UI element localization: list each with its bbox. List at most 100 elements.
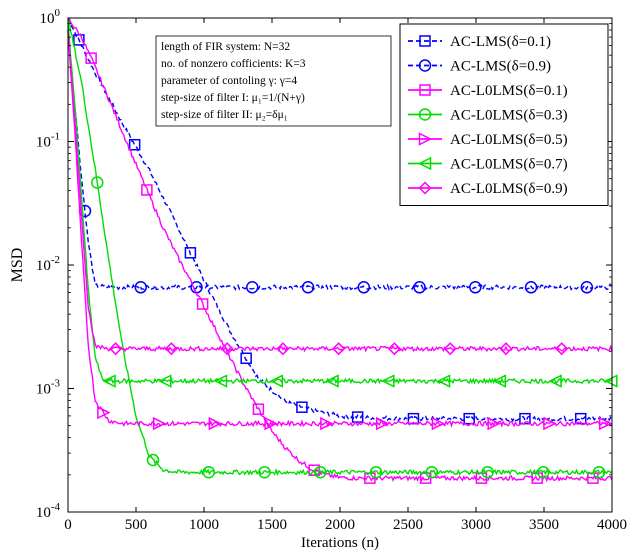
series-7-marker [332,342,346,356]
legend-marker-5 [418,132,433,146]
series-5-marker [208,416,223,431]
series-2-marker [580,281,594,294]
series-6-marker [269,374,284,388]
series-7-marker [387,342,401,356]
series-6 [67,21,618,388]
series-4 [67,19,613,479]
series-5-marker [320,416,334,431]
legend-label-5: AC-L0LMS(δ=0.5) [450,132,568,148]
y-tick-label: 100 [40,7,61,27]
legend-label-7: AC-L0LMS(δ=0.9) [450,181,568,197]
series-5-marker [431,416,446,431]
legend-marker-1 [419,35,431,47]
y-tick-label: 10-2 [36,254,60,274]
series-2-marker [413,281,426,294]
series-3-marker [141,184,153,196]
series-1 [67,17,613,425]
series-line-1 [67,17,613,423]
series-2-marker [134,281,148,294]
series-2-marker [301,281,315,294]
series-2-marker [246,281,259,294]
x-tick-label: 3000 [461,517,491,533]
legend: AC-LMS(δ=0.1) AC-LMS(δ=0.9) AC-L0LMS(δ=0.1… [399,23,609,206]
y-tick-label: 10-4 [36,501,61,521]
x-tick-label: 1500 [257,517,287,533]
series-2-marker [524,281,538,294]
series-2-marker [469,281,482,294]
series-1-marker [463,412,475,425]
x-axis-label: Iterations (n) [301,535,379,551]
series-line-2 [67,30,613,292]
series-1-marker [519,412,531,425]
y-tick-label: 10-1 [36,131,60,151]
series-6-marker [325,374,339,388]
series-4-marker [481,465,494,479]
series-6-marker [604,374,618,388]
legend-marker-7 [418,181,432,195]
series-7-marker [276,342,290,356]
legend-label-4: AC-L0LMS(δ=0.3) [450,108,568,124]
annotation-line: length of FIR system: N=32 [161,41,290,53]
series-4-marker [537,465,550,479]
legend-label-1: AC-LMS(δ=0.1) [450,34,551,50]
legend-label-2: AC-LMS(δ=0.9) [450,59,551,75]
series-4-marker [592,465,606,479]
series-1-marker [574,412,587,425]
x-tick-label: 2000 [325,517,355,533]
series-7-marker [164,342,178,356]
x-axis: 0 500 1000 1500 2000 2500 3000 3500 4000 [64,18,627,533]
legend-marker-6 [417,156,432,171]
series-6-marker [213,374,228,388]
series-4-marker [90,176,104,189]
series-6-marker [492,374,507,388]
annotation-line: parameter of contoling γ: γ=4 [161,75,297,87]
series-5-marker [152,416,167,431]
series-6-marker [102,374,116,388]
annotation-line: step-size of filter II: μ₂=δμ₁ [161,109,288,121]
series-line-7 [67,31,613,353]
legend-marker-2 [418,59,432,72]
series-5-marker [543,416,557,431]
series-7-marker [220,342,234,356]
series-4-marker [146,453,160,467]
series-5-marker [264,416,278,431]
y-tick-label: 10-3 [36,378,61,398]
series-7-marker [109,342,123,356]
series-line-3 [67,17,613,483]
series-5-marker [598,416,613,431]
series-5-marker [97,405,111,420]
series-7 [67,31,613,356]
annotation-line: step-size of filter I: μ₁=1/(N+γ) [161,92,305,104]
annotation-line: no. of nonzero cofficients: K=3 [161,58,306,70]
series-4-marker [369,465,383,479]
series-6-marker [436,374,451,388]
series-3-marker [252,403,265,415]
annotation-frame [155,35,392,127]
series-7-marker [499,342,513,356]
series-6-marker [548,374,562,388]
series-7-marker [555,342,569,356]
x-tick-label: 4000 [597,517,627,533]
legend-marker-4 [418,108,432,121]
series-5 [67,31,613,431]
series-1-marker [407,412,420,425]
series-5-marker [487,416,501,431]
series-line-4 [67,19,613,477]
series-5-marker [375,416,390,431]
series-1-marker [296,401,308,413]
series-4-marker [202,465,216,479]
x-tick-label: 3500 [529,517,559,533]
x-tick-label: 1000 [189,517,219,533]
legend-marker-3 [419,84,431,96]
x-tick-label: 2500 [393,517,423,533]
series-6-marker [381,374,395,388]
series-2 [67,30,613,294]
series-2-marker [357,281,371,294]
legend-label-6: AC-L0LMS(δ=0.7) [450,157,568,173]
series-4-marker [425,465,439,479]
series-line-6 [67,21,613,385]
x-tick-label: 500 [125,517,148,533]
series-line-5 [67,31,613,428]
